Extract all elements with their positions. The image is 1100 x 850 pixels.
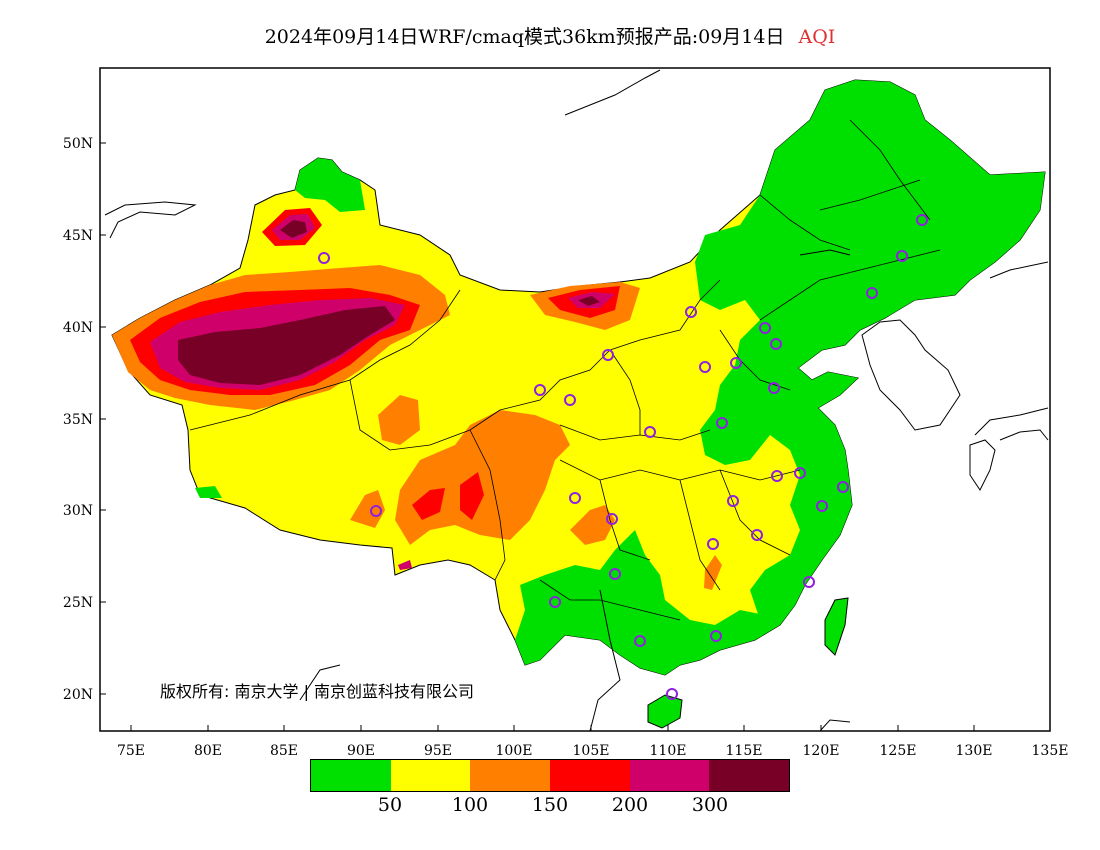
legend-label: 50 <box>377 794 403 816</box>
y-tick-label: 35N <box>63 412 93 428</box>
x-tick-label: 105E <box>573 743 610 759</box>
x-tick-label: 135E <box>1032 743 1069 759</box>
y-tick-label: 40N <box>63 320 93 336</box>
maroon-region-xinjiang-north <box>280 220 307 238</box>
x-tick-label: 90E <box>347 743 375 759</box>
title-text: 2024年09月14日WRF/cmaq模式36km预报产品:09月14日 <box>264 26 785 48</box>
orange-region-chongqing <box>570 505 615 545</box>
green-region-northeast <box>695 80 1045 625</box>
green-region-xinjiang-north <box>295 158 365 212</box>
red-region-sichuan-a <box>412 488 445 520</box>
maroon-region-gansu <box>578 296 600 306</box>
maroon-region-xinjiang <box>178 306 395 385</box>
legend-swatch <box>310 759 391 792</box>
y-tick-label: 25N <box>63 595 93 611</box>
taiwan-island <box>824 597 849 656</box>
x-tick-label: 125E <box>880 743 917 759</box>
y-tick-label: 30N <box>63 503 93 519</box>
legend-swatch <box>709 759 791 792</box>
y-tick-label: 45N <box>63 228 93 244</box>
province-boundaries <box>189 119 941 621</box>
copyright-notice: 版权所有: 南京大学 | 南京创蓝科技有限公司 <box>160 682 474 701</box>
legend-swatch <box>470 759 551 792</box>
legend-swatch <box>390 759 471 792</box>
legend-label: 100 <box>451 794 489 816</box>
legend-swatch <box>550 759 630 792</box>
legend-label: 300 <box>691 794 729 816</box>
x-tick-label: 120E <box>803 743 840 759</box>
x-tick-label: 115E <box>726 743 763 759</box>
variable-label: AQI <box>798 26 836 48</box>
x-tick-label: 100E <box>496 743 533 759</box>
legend-label: 200 <box>611 794 649 816</box>
map-layers <box>104 69 1049 731</box>
red-region-sichuan-b <box>460 472 484 520</box>
x-tick-label: 75E <box>117 743 145 759</box>
x-tick-label: 80E <box>194 743 222 759</box>
orange-region-qinghai <box>378 395 420 445</box>
map-frame <box>99 67 1051 732</box>
x-tick-label: 130E <box>956 743 993 759</box>
x-axis-labels: 75E 80E 85E 90E 95E 100E 105E 110E 115E … <box>117 743 1069 759</box>
y-tick-label: 50N <box>63 136 93 152</box>
hainan-island <box>647 694 683 729</box>
neighbor-borders <box>104 69 1049 731</box>
green-region-south <box>515 530 780 675</box>
y-axis-labels: 20N 25N 30N 35N 40N 45N 50N <box>63 136 93 703</box>
x-tick-label: 85E <box>270 743 298 759</box>
magenta-region-tibet <box>398 560 412 570</box>
x-tick-label: 110E <box>650 743 687 759</box>
legend-swatch <box>629 759 710 792</box>
orange-region-tibet <box>350 490 385 528</box>
tick-marks <box>100 142 1051 731</box>
legend-label: 150 <box>531 794 569 816</box>
station-markers <box>318 214 928 700</box>
green-region-tibet-west <box>195 486 222 498</box>
orange-region-hubei <box>704 555 722 590</box>
color-legend <box>310 759 791 792</box>
x-tick-label: 95E <box>424 743 452 759</box>
map-title: 2024年09月14日WRF/cmaq模式36km预报产品:09月14日 AQI <box>0 22 1100 49</box>
y-tick-label: 20N <box>63 687 93 703</box>
